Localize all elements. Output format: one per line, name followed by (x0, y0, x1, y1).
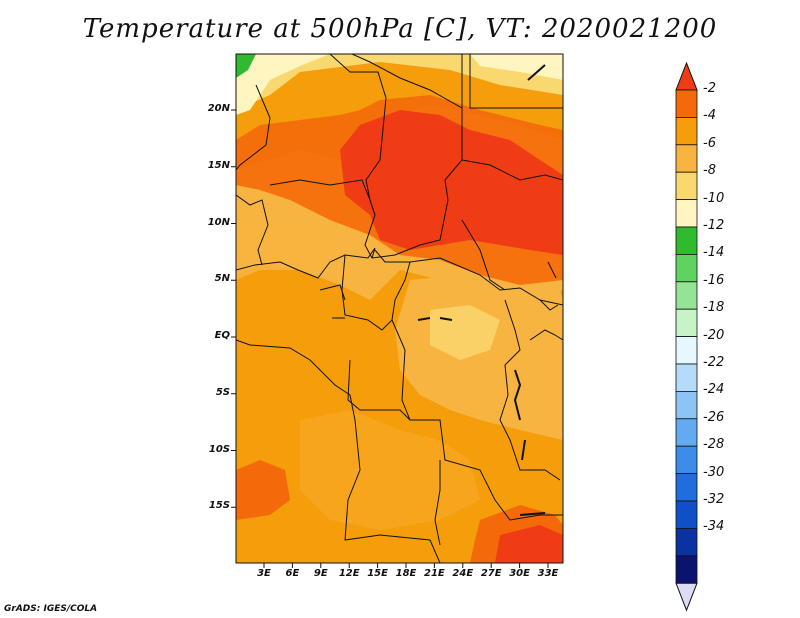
border-equatorial-guinea (319, 284, 346, 319)
colorbar-swatch (675, 473, 698, 502)
lon-label: 12E (338, 568, 360, 579)
colorbar-swatch (675, 253, 698, 283)
colorbar-swatch (675, 117, 698, 146)
border-ethiopia-fragment (539, 261, 559, 311)
lat-label: 5N (214, 273, 230, 285)
lon-label: 24E (452, 568, 474, 579)
field-band-minus4-southwest (236, 460, 290, 520)
border-angola-south (344, 419, 441, 563)
colorbar-swatch (675, 418, 698, 447)
colorbar-label: -8 (703, 163, 716, 179)
map-frame (235, 53, 564, 564)
colorbar-swatch (675, 144, 698, 173)
field-band-mottle-south (300, 410, 480, 530)
lat-label: 15S (208, 500, 230, 512)
credit-text: GrADS: IGES/COLA (4, 604, 98, 614)
lake-mweru (521, 439, 526, 461)
colorbar-label: -26 (703, 409, 725, 425)
colorbar-swatch (675, 226, 698, 255)
colorbar-swatch (675, 445, 698, 475)
colorbar-swatch (675, 363, 698, 392)
lon-label: 30E (509, 568, 530, 579)
colorbar-label: -34 (703, 519, 725, 535)
border-cameroon-congo (341, 254, 411, 331)
border-zambia-angola (434, 460, 441, 546)
country-borders (236, 54, 563, 563)
field-band-minus10-northwest (236, 54, 330, 115)
border-drc-east (391, 319, 563, 521)
lake-kariba (519, 512, 546, 516)
border-gulf-coast (236, 247, 376, 279)
colorbar-swatch (675, 171, 698, 200)
border-uganda-kenya (529, 329, 563, 341)
lon-label: 18E (395, 568, 417, 579)
border-niger-chad (329, 54, 463, 259)
border-sudan-southsudan (461, 219, 506, 291)
border-nigeria-north (269, 179, 376, 216)
lon-label: 33E (537, 568, 559, 579)
lat-label: 20N (207, 103, 230, 114)
colorbar-label: -6 (703, 135, 716, 151)
colorbar-swatch (675, 336, 698, 365)
colorbar-label: -20 (703, 327, 725, 343)
colorbar-label: -14 (703, 245, 725, 261)
lon-label: 6E (285, 568, 300, 579)
colorbar-swatch (675, 89, 698, 118)
colorbar-label: -10 (703, 190, 725, 206)
border-libya-egypt (461, 54, 563, 109)
colorbar-label: -24 (703, 382, 725, 398)
colorbar-swatch (675, 199, 698, 228)
field-band-minus6-west (236, 220, 330, 280)
colorbar-label: -18 (703, 300, 725, 316)
lake-congo-fragment (417, 317, 453, 321)
border-westafrica-inland (236, 194, 269, 266)
colorbar-swatch (675, 308, 698, 338)
border-great-lakes (499, 299, 561, 481)
lon-label: 9E (313, 568, 328, 579)
colorbar-swatch (675, 500, 698, 529)
colorbar-label: -4 (703, 108, 716, 124)
colorbar-swatch (675, 555, 698, 584)
border-angola-north (347, 359, 411, 421)
colorbar-bottom-arrow (675, 582, 698, 612)
colorbar-swatch (675, 281, 698, 310)
field-band-minus2-southeast (495, 525, 563, 563)
lon-label: 15E (367, 568, 388, 579)
field-band-minus2-north (340, 110, 563, 255)
colorbar-top-arrow (675, 61, 698, 91)
border-car-south (374, 249, 563, 306)
field-band-minus12-corner (236, 54, 256, 78)
colorbar-swatch (675, 528, 698, 557)
border-algeria-mali (236, 84, 271, 171)
coastline-west (236, 339, 356, 421)
coast-egypt-fragment (527, 64, 546, 81)
lat-label: EQ (214, 330, 230, 341)
colorbar-label: -30 (703, 464, 725, 480)
colorbar-label: -28 (703, 437, 725, 453)
colorbar-label: -32 (703, 492, 725, 507)
axis-ticks (231, 109, 549, 568)
lon-label: 27E (480, 568, 502, 579)
lon-label: 21E (424, 568, 445, 579)
colorbar-swatch (675, 390, 698, 420)
map-title: Temperature at 500hPa [C], VT: 202002120… (82, 14, 718, 44)
field-band-minus10-northeast (470, 54, 563, 80)
colorbar-label: -2 (703, 81, 716, 96)
lakes (417, 64, 546, 516)
lat-label: 10S (208, 443, 230, 455)
temperature-field (236, 54, 563, 563)
border-sudan-north (461, 159, 563, 181)
colorbar-label: -16 (703, 272, 725, 288)
lat-label: 5S (215, 386, 230, 398)
lake-tanganyika (513, 369, 522, 421)
lat-label: 10N (207, 216, 230, 228)
field-band-minus8-north (236, 54, 563, 110)
colorbar-label: -22 (703, 355, 725, 370)
colorbar (675, 61, 698, 612)
lat-label: 15N (207, 159, 230, 171)
colorbar-label: -12 (703, 218, 725, 233)
lon-label: 3E (257, 568, 271, 579)
